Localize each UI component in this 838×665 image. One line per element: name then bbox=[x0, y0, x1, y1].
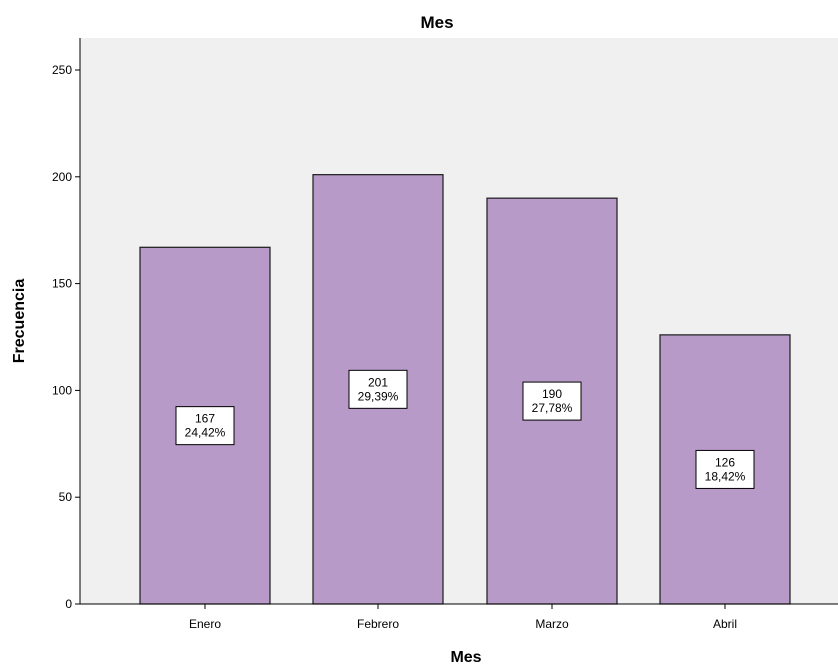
x-axis-label: Mes bbox=[450, 649, 481, 665]
y-axis-ticks: 0 50 100 150 200 250 bbox=[52, 63, 80, 611]
y-tick-label: 0 bbox=[65, 597, 72, 611]
data-label-count: 190 bbox=[542, 387, 562, 401]
chart-title: Mes bbox=[420, 13, 453, 32]
data-label-box bbox=[348, 369, 408, 409]
data-label-percent: 29,39% bbox=[358, 389, 399, 403]
x-tick-label: Enero bbox=[189, 617, 221, 631]
data-label-box bbox=[175, 406, 235, 446]
data-label-percent: 27,78% bbox=[532, 401, 573, 415]
x-tick-label: Abril bbox=[713, 617, 737, 631]
data-label-percent: 24,42% bbox=[185, 426, 226, 440]
data-label-count: 126 bbox=[715, 455, 735, 469]
y-tick-label: 250 bbox=[52, 63, 72, 77]
y-tick-label: 50 bbox=[59, 490, 73, 504]
data-label-box bbox=[695, 449, 755, 489]
data-label-box bbox=[522, 381, 582, 421]
x-tick-label: Marzo bbox=[535, 617, 569, 631]
data-label-count: 201 bbox=[368, 375, 388, 389]
y-tick-label: 150 bbox=[52, 277, 72, 291]
y-tick-label: 200 bbox=[52, 170, 72, 184]
x-axis-ticks: Enero Febrero Marzo Abril bbox=[189, 604, 737, 631]
data-label-count: 167 bbox=[195, 412, 215, 426]
y-tick-label: 100 bbox=[52, 383, 72, 397]
bars-group bbox=[139, 174, 791, 605]
x-tick-label: Febrero bbox=[357, 617, 399, 631]
data-label-percent: 18,42% bbox=[705, 469, 746, 483]
y-axis-label: Frecuencia bbox=[11, 279, 28, 364]
